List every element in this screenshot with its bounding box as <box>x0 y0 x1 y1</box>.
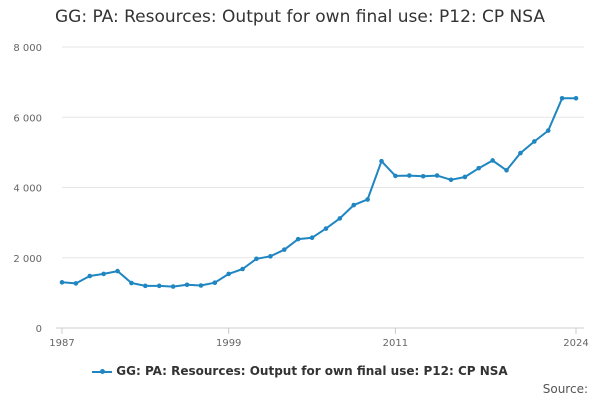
data-point[interactable] <box>518 150 523 156</box>
data-point[interactable] <box>59 280 65 285</box>
x-tick-label: 2011 <box>383 338 408 349</box>
data-point[interactable] <box>337 216 343 221</box>
data-point[interactable] <box>448 177 454 183</box>
data-point[interactable] <box>490 158 495 163</box>
data-point[interactable] <box>198 283 204 288</box>
y-tick-label: 8 000 <box>13 43 42 54</box>
y-tick-label: 6 000 <box>13 113 42 124</box>
gridlines <box>62 46 584 259</box>
data-point[interactable] <box>545 128 551 133</box>
data-point[interactable] <box>476 165 482 171</box>
y-tick-label: 2 000 <box>13 254 42 265</box>
x-tick-label: 1987 <box>49 338 74 349</box>
data-point[interactable] <box>420 173 426 179</box>
data-point[interactable] <box>170 284 176 289</box>
legend-swatch <box>92 367 113 377</box>
x-axis: 1987 1999 2011 2024 <box>49 327 589 349</box>
data-point[interactable] <box>379 158 384 164</box>
legend[interactable]: GG: PA: Resources: Output for own final … <box>0 364 600 378</box>
data-point[interactable] <box>212 280 218 285</box>
data-point[interactable] <box>532 139 537 144</box>
y-tick-label: 4 000 <box>13 184 42 195</box>
data-point[interactable] <box>323 226 329 231</box>
data-point[interactable] <box>156 283 162 289</box>
data-point[interactable] <box>73 281 79 286</box>
data-point[interactable] <box>240 266 245 272</box>
data-point[interactable] <box>129 280 134 286</box>
x-tick-label: 1999 <box>216 338 241 349</box>
data-point[interactable] <box>351 202 357 208</box>
data-point[interactable] <box>504 167 509 173</box>
y-axis-ticks: 0 2 000 4 000 6 000 8 000 <box>13 43 42 335</box>
data-point[interactable] <box>226 271 232 277</box>
legend-label: GG: PA: Resources: Output for own final … <box>116 364 508 378</box>
data-point[interactable] <box>87 273 93 279</box>
source-label: Source: <box>542 382 588 396</box>
y-tick-label: 0 <box>36 324 42 335</box>
data-point[interactable] <box>393 173 398 179</box>
data-point[interactable] <box>295 236 301 242</box>
data-point[interactable] <box>254 256 259 262</box>
data-point[interactable] <box>406 173 412 178</box>
data-point[interactable] <box>559 95 565 101</box>
data-point[interactable] <box>434 173 440 178</box>
data-point[interactable] <box>281 247 287 252</box>
data-point[interactable] <box>143 283 148 289</box>
data-point[interactable] <box>573 95 579 101</box>
data-point[interactable] <box>365 197 370 202</box>
data-point[interactable] <box>462 174 468 180</box>
data-point[interactable] <box>101 271 106 277</box>
data-point[interactable] <box>115 268 120 274</box>
series-line <box>61 97 576 288</box>
series-layer <box>59 95 579 289</box>
data-point[interactable] <box>268 254 273 259</box>
chart-title: GG: PA: Resources: Output for own final … <box>54 7 545 27</box>
x-tick-label: 2024 <box>563 338 588 349</box>
data-point[interactable] <box>184 282 190 288</box>
legend-swatch-dot <box>100 368 106 374</box>
data-point[interactable] <box>309 235 315 241</box>
